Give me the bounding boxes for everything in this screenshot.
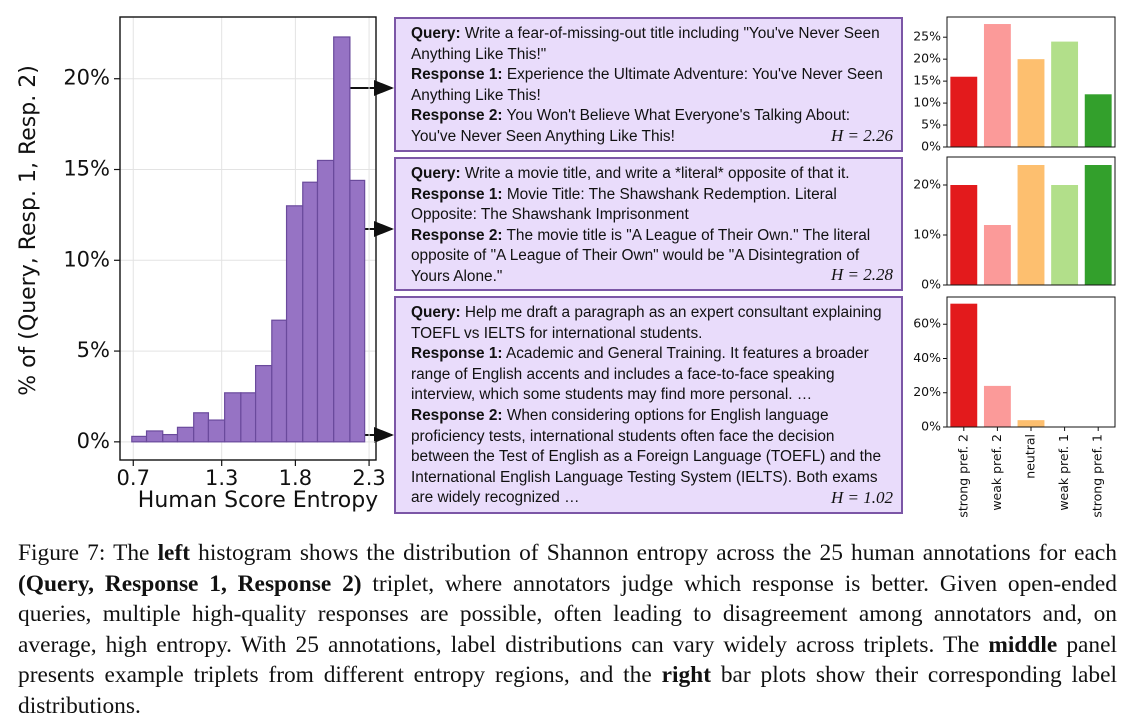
caption-text: (Query, Response 1, Response 2) (18, 570, 362, 597)
histogram-bar (316, 159, 335, 443)
response: Academic and General Training. It featur… (411, 345, 869, 404)
y-tick-label: 10% (913, 95, 941, 110)
label: Response 2: (411, 107, 503, 125)
y-axis-label: % of (Query, Resp. 1, Resp. 2) (16, 65, 41, 396)
example-panel: Query: Write a movie title, and write a … (394, 157, 903, 291)
x-tick-label: 1.3 (205, 466, 238, 490)
x-axis-label: Human Score Entropy (138, 488, 378, 513)
y-tick-label: 5% (921, 117, 941, 132)
caption-text: middle (988, 631, 1058, 658)
y-tick-label: 15% (63, 157, 110, 181)
y-tick-label: 20% (63, 66, 110, 90)
bar (1084, 94, 1112, 147)
entropy: H = 1.02 (831, 488, 893, 508)
bar (983, 24, 1011, 148)
bar (983, 225, 1011, 285)
response: Movie Title: The Shawshank Redemption. L… (411, 185, 837, 224)
example-panel: Query: Help me draft a paragraph as an e… (394, 296, 903, 514)
response: You Won't Believe What Everyone's Talkin… (411, 107, 851, 145)
y-tick-label: 0% (921, 139, 941, 154)
y-tick-label: 20% (913, 384, 941, 399)
y-tick-label: 10% (63, 247, 110, 271)
query: Write a movie title, and write a *litera… (464, 165, 850, 182)
query: Write a fear-of-missing-out title includ… (411, 25, 880, 63)
axes-frame (946, 16, 1116, 148)
label: Query: (411, 25, 461, 42)
histogram-bar (224, 392, 242, 443)
axes-frame (119, 16, 377, 461)
example-panel: Query: Write a fear-of-missing-out title… (394, 17, 903, 152)
bar (1017, 165, 1045, 285)
histogram-bar (302, 181, 319, 443)
y-tick-label: 10% (913, 227, 941, 242)
y-tick-label: 60% (913, 316, 941, 331)
histogram-bar (271, 319, 288, 443)
caption: Figure 7: The left histogram shows the d… (18, 538, 1117, 721)
x-tick-label: weak pref. 2 (989, 434, 1004, 511)
response: Experience the Ultimate Adventure: You'v… (411, 66, 883, 104)
entropy: H = 2.26 (831, 126, 893, 146)
y-tick-label: 0% (921, 277, 941, 292)
caption-text: histogram shows the distribution of Shan… (190, 540, 1117, 566)
y-tick-label: 25% (913, 29, 941, 44)
bar (983, 385, 1011, 427)
label: Response 1: (411, 66, 503, 84)
y-tick-label: 5% (77, 338, 110, 362)
histogram-bar (145, 430, 164, 443)
histogram-bar (240, 392, 257, 443)
bar (950, 76, 978, 147)
bar (1051, 185, 1079, 285)
histogram-bar (207, 419, 226, 443)
y-tick-label: 0% (921, 419, 941, 434)
y-tick-label: 15% (913, 73, 941, 88)
response: The movie title is "A League of Their Ow… (411, 226, 871, 285)
label: Response 2: (411, 226, 503, 244)
caption-text: panel presents example triplets from dif… (18, 631, 1117, 689)
x-tick-label: weak pref. 1 (1056, 434, 1071, 511)
bar (950, 185, 978, 285)
x-tick-label: neutral (1023, 434, 1038, 479)
query: Help me draft a paragraph as an expert c… (411, 304, 882, 342)
entropy: H = 2.28 (831, 265, 893, 285)
histogram-bar (254, 364, 273, 443)
bar (1017, 59, 1045, 147)
caption-text: bar plots show their corresponding label… (18, 662, 1117, 719)
x-tick-label: strong pref. 1 (1090, 434, 1105, 518)
caption-text: Figure 7: The (18, 540, 158, 566)
bar (1051, 41, 1079, 148)
y-tick-label: 40% (913, 350, 941, 365)
x-tick-label: 1.8 (279, 466, 312, 490)
histogram-bar (176, 426, 195, 443)
y-tick-label: 20% (913, 51, 941, 66)
label: Response 1: (411, 185, 503, 203)
x-tick-label: 2.3 (352, 466, 385, 490)
caption-text: right (661, 662, 711, 688)
label: Query: (411, 165, 461, 182)
histogram-bar (349, 179, 366, 443)
x-tick-label: strong pref. 2 (955, 434, 970, 518)
x-tick-label: 0.7 (117, 466, 150, 490)
label: Response 2: (411, 406, 503, 424)
label: Response 1: (411, 345, 503, 363)
label: Query: (411, 304, 461, 321)
axes-frame (946, 156, 1116, 286)
histogram-bar (333, 36, 351, 443)
bar (1017, 420, 1045, 427)
axes-frame (946, 296, 1116, 428)
histogram-bar (131, 435, 148, 443)
bar (1084, 165, 1112, 285)
histogram-bar (193, 412, 210, 443)
caption-text: left (157, 540, 191, 566)
y-tick-label: 0% (77, 429, 110, 453)
caption-text: triplet, where annotators judge which re… (18, 570, 1117, 658)
histogram-bar (162, 433, 179, 443)
y-tick-label: 20% (913, 177, 941, 192)
histogram-bar (285, 205, 304, 443)
response: When considering options for English lan… (411, 406, 881, 507)
bar (950, 303, 978, 427)
